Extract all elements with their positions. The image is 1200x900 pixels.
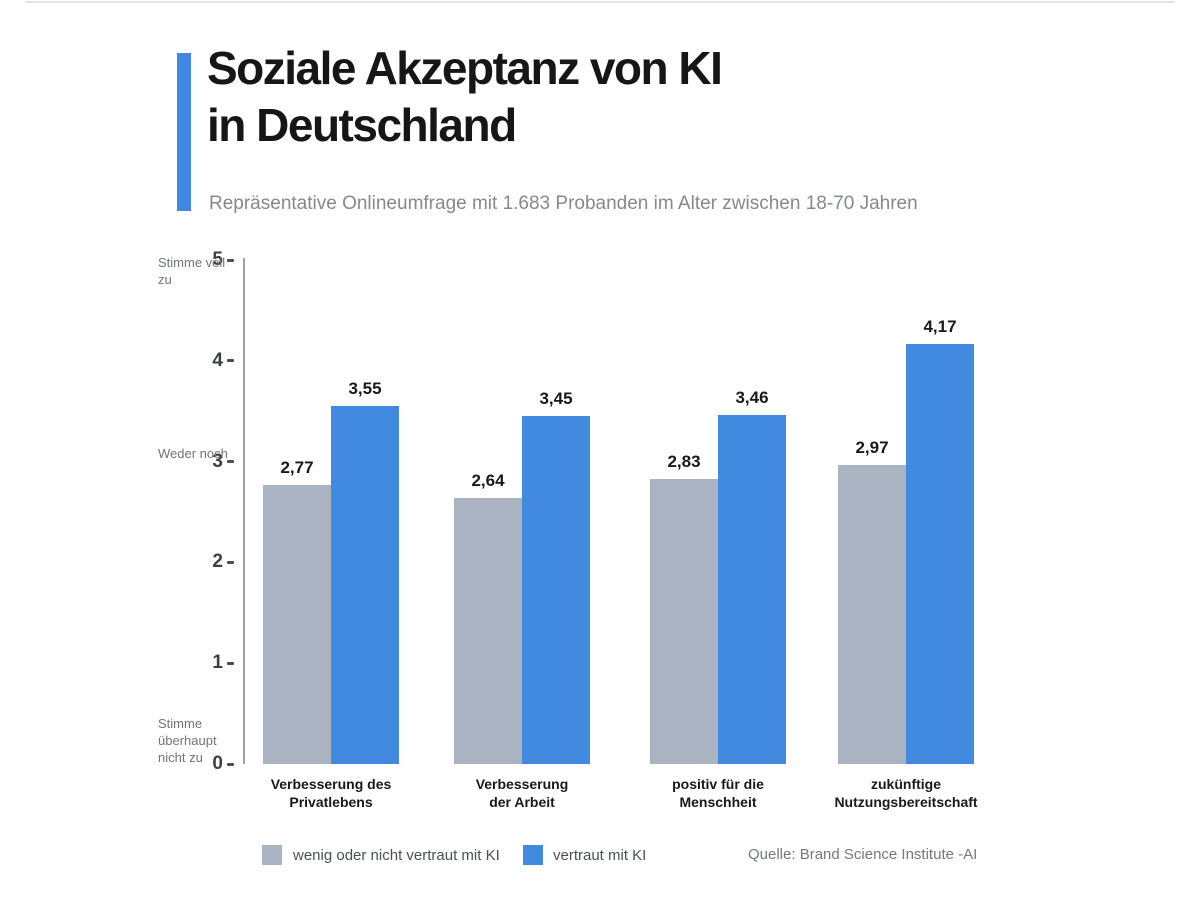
bar-value-label: 2,97 xyxy=(855,437,889,457)
bar-familiar xyxy=(522,416,590,764)
y-axis-annotation: Stimme überhaupt nicht zu xyxy=(158,716,217,765)
legend-swatch-blue xyxy=(523,845,543,865)
bar-familiar xyxy=(906,343,974,764)
category-label: zukünftige Nutzungsbereitschaft xyxy=(811,775,1001,811)
bar-familiar xyxy=(718,415,786,764)
bar-unfamiliar xyxy=(454,497,522,764)
y-tick-mark xyxy=(227,560,234,564)
y-axis-tick: 2 xyxy=(192,551,234,573)
legend-label-unfamiliar: wenig oder nicht vertraut mit KI xyxy=(293,847,500,864)
y-tick-mark xyxy=(227,762,234,766)
y-axis-tick: 1 xyxy=(192,652,234,674)
y-tick-value: 2 xyxy=(212,551,223,573)
bar-value-label: 3,45 xyxy=(539,389,573,409)
y-tick-mark xyxy=(227,460,234,464)
category-label-line: Verbesserung des xyxy=(270,776,392,792)
bar-familiar xyxy=(331,406,399,764)
title-accent-bar xyxy=(177,53,191,211)
bar-unfamiliar xyxy=(650,478,718,764)
bar-value-label: 3,46 xyxy=(735,388,769,408)
category-label-line: positiv für die xyxy=(672,776,764,792)
y-axis-tick: 4 xyxy=(192,350,234,372)
category-label-line: Privatlebens xyxy=(289,794,373,810)
category-label-line: Nutzungsbereitschaft xyxy=(834,794,978,810)
bar-value-label: 3,55 xyxy=(348,379,382,399)
y-tick-value: 5 xyxy=(212,249,223,270)
y-axis-line xyxy=(243,258,245,764)
y-tick-value: 0 xyxy=(212,753,223,774)
category-label-line: zukünftige xyxy=(871,776,941,792)
y-tick-mark xyxy=(227,359,234,363)
y-tick-mark xyxy=(227,258,234,262)
bar-value-label: 2,64 xyxy=(471,470,505,490)
bar-unfamiliar xyxy=(838,464,906,764)
y-axis-annotation: Weder noch xyxy=(158,445,228,461)
category-label: Verbesserung der Arbeit xyxy=(427,775,617,811)
category-label: positiv für die Menschheit xyxy=(623,775,813,811)
page-title: Soziale Akzeptanz von KI in Deutschland xyxy=(207,40,723,154)
category-label-line: der Arbeit xyxy=(489,794,555,810)
bar-value-label: 2,77 xyxy=(280,457,314,477)
source-note: Quelle: Brand Science Institute -AI xyxy=(748,846,978,863)
top-edge-divider xyxy=(25,1,1175,3)
category-label: Verbesserung des Privatlebens xyxy=(236,775,426,811)
legend-swatch-gray xyxy=(262,845,282,865)
bar-value-label: 4,17 xyxy=(923,316,957,336)
page-subtitle: Repräsentative Onlineumfrage mit 1.683 P… xyxy=(209,193,918,214)
bar-unfamiliar xyxy=(263,484,331,764)
y-axis-tick: 3 xyxy=(192,451,234,473)
page-title-line1: Soziale Akzeptanz von KI xyxy=(207,42,723,94)
y-tick-value: 1 xyxy=(212,652,223,674)
page-title-line2: in Deutschland xyxy=(207,99,517,151)
y-axis-tick: 5 xyxy=(192,249,234,271)
category-label-line: Menschheit xyxy=(679,794,757,810)
y-axis-tick: 0 xyxy=(192,753,234,775)
bar-value-label: 2,83 xyxy=(667,451,701,471)
category-label-line: Verbesserung xyxy=(475,776,569,792)
y-axis-annotation: Stimme voll zu xyxy=(158,255,226,287)
legend-label-familiar: vertraut mit KI xyxy=(553,847,647,864)
y-tick-mark xyxy=(227,661,234,665)
y-tick-value: 3 xyxy=(212,450,223,472)
y-tick-value: 4 xyxy=(212,349,223,371)
